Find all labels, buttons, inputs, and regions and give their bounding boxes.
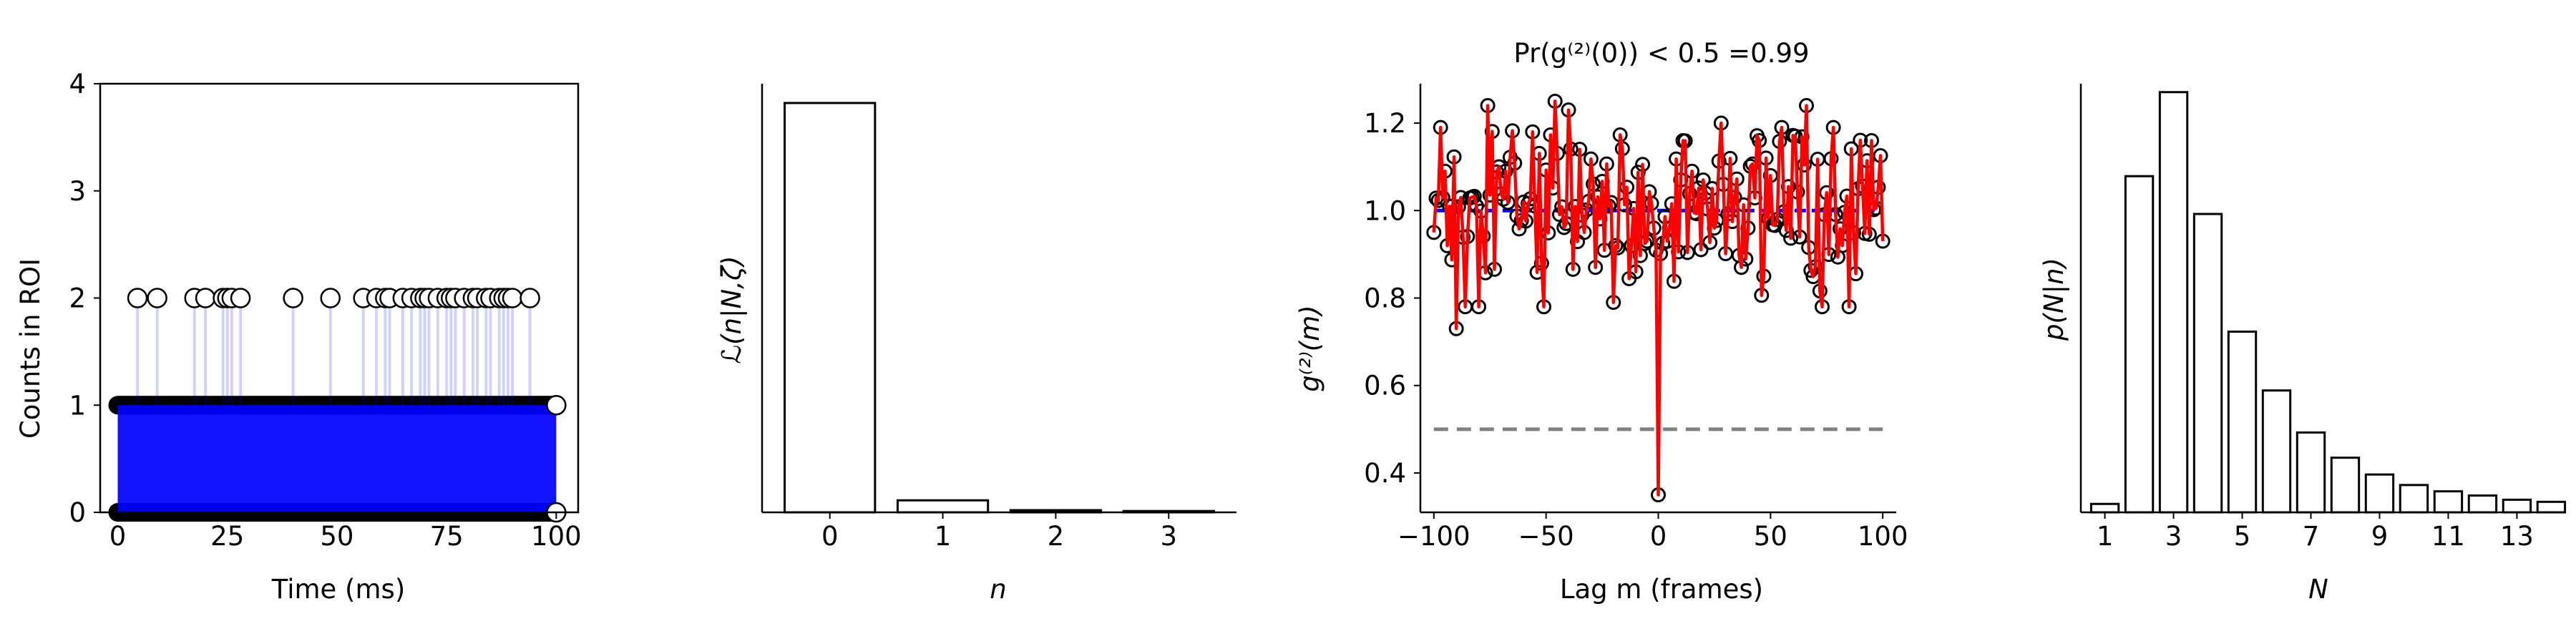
x-tick-label: 0 <box>109 521 127 552</box>
x-tick-label: 50 <box>320 521 353 552</box>
x-tick-label: 9 <box>2371 521 2389 552</box>
panel1-ylabel: Counts in ROI <box>15 258 46 439</box>
x-tick-label: 0 <box>1650 521 1667 552</box>
x-tick-label: 0 <box>821 521 839 552</box>
posterior-bar <box>2467 494 2498 514</box>
x-tick-label: 3 <box>2165 521 2182 552</box>
x-tick-label: 100 <box>531 521 582 552</box>
y-tick-label: 1.0 <box>1364 195 1406 226</box>
panel2-xlabel: n <box>990 574 1006 605</box>
y-tick-label: 0.4 <box>1364 458 1406 489</box>
y-tick-label: 2 <box>69 283 86 314</box>
x-tick-label: −100 <box>1397 521 1470 552</box>
x-tick-label: 3 <box>1161 521 1178 552</box>
g2-series-line <box>1432 99 1885 497</box>
panel4-ylabel: p(N|n) <box>2039 258 2069 341</box>
panel2-ylabel: ℒ(n|N,ζ) <box>716 256 747 364</box>
x-tick-label: −50 <box>1518 521 1574 552</box>
panel-counts-vs-time: Time (ms) Counts in ROI 0 25 50 75 100 0 1 2 3 4 <box>15 69 582 605</box>
posterior-bar <box>2227 330 2258 514</box>
x-tick-label: 11 <box>2431 521 2465 552</box>
posterior-bar <box>2364 473 2395 514</box>
y-tick-label: 0.6 <box>1364 371 1406 401</box>
likelihood-bar <box>784 102 877 514</box>
count-marker-2 <box>502 288 523 308</box>
posterior-bar <box>2433 490 2464 514</box>
count-marker-end-1 <box>546 395 567 416</box>
count-stems-block <box>117 405 557 512</box>
x-tick-label: 100 <box>1858 521 1908 552</box>
panel-likelihood: ℒ(n|N,ζ) n 0 1 2 3 <box>716 84 1236 605</box>
likelihood-bar <box>896 499 990 514</box>
count-marker-2 <box>283 288 303 308</box>
posterior-bar <box>2261 389 2292 514</box>
y-tick-label: 1.2 <box>1364 108 1406 139</box>
x-tick-label: 25 <box>210 521 244 552</box>
count-marker-2 <box>147 288 167 308</box>
x-tick-label: 7 <box>2303 521 2320 552</box>
posterior-bar <box>2536 500 2567 514</box>
panel3-xlabel: Lag m (frames) <box>1560 574 1763 605</box>
posterior-bar <box>2296 431 2326 514</box>
x-tick-label: 13 <box>2500 521 2534 552</box>
count-marker-2 <box>127 288 148 308</box>
posterior-bar <box>2158 91 2189 514</box>
panel4-xlabel: N <box>2308 574 2328 605</box>
panel-g2: Pr(g⁽²⁾(0)) < 0.5 =0.99 Lag m (frames) g… <box>1294 38 1908 605</box>
x-tick-label: 1 <box>2097 521 2114 552</box>
posterior-bar <box>2124 175 2155 514</box>
x-tick-label: 5 <box>2234 521 2251 552</box>
x-tick-label: 50 <box>1754 521 1787 552</box>
panel3-title: Pr(g⁽²⁾(0)) < 0.5 =0.99 <box>1513 38 1809 69</box>
posterior-bar <box>2192 213 2223 514</box>
posterior-bar <box>2089 502 2120 514</box>
y-tick-label: 1 <box>69 390 86 421</box>
x-tick-label: 75 <box>430 521 464 552</box>
y-tick-label: 0 <box>69 497 86 528</box>
posterior-bar <box>2399 484 2429 514</box>
y-tick-label: 0.8 <box>1364 283 1406 314</box>
count-marker-2 <box>195 288 216 308</box>
panel3-ylabel: g⁽²⁾(m) <box>1294 305 1325 391</box>
panel1-xlabel: Time (ms) <box>271 574 406 605</box>
panel-posterior: p(N|n) N 1 3 5 7 9 11 13 <box>2039 84 2567 605</box>
count-marker-2 <box>519 288 540 308</box>
count-marker-2 <box>320 288 341 308</box>
count-marker-2 <box>230 288 251 308</box>
x-tick-label: 1 <box>935 521 952 552</box>
posterior-bar <box>2502 498 2532 514</box>
x-tick-label: 2 <box>1048 521 1065 552</box>
posterior-bar <box>2330 457 2361 514</box>
y-tick-label: 4 <box>69 69 86 99</box>
y-tick-label: 3 <box>69 176 86 207</box>
